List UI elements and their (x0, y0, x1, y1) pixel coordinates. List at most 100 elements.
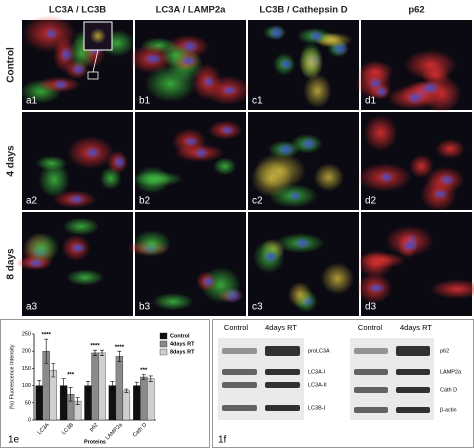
band (222, 369, 257, 375)
error-bar (117, 350, 122, 362)
band (222, 348, 257, 354)
y-tick-label: 0 (28, 417, 31, 423)
legend-swatch (159, 340, 168, 348)
band (396, 407, 430, 413)
cell-signal (313, 163, 344, 192)
panel-label: 1e (8, 435, 20, 446)
error-bar (100, 349, 104, 356)
x-tick-label: Cath D (132, 422, 148, 438)
panel-label: c3 (252, 302, 263, 313)
error-bar (68, 387, 73, 402)
band (354, 369, 388, 375)
nucleus (268, 25, 285, 41)
cell-signal (145, 65, 196, 103)
cell-signal (288, 281, 312, 308)
nucleus (84, 146, 101, 159)
legend-swatch (159, 348, 168, 356)
lane-header: Control (358, 323, 383, 332)
panel-label: 1f (218, 435, 227, 446)
error-bar (134, 381, 139, 390)
nucleus (432, 188, 449, 200)
lane-header: Control (224, 323, 249, 332)
panel-label: a1 (26, 96, 38, 107)
y-axis-label: (%) Fluorescence Intensity (9, 344, 15, 409)
band-label: LC3B-I (308, 405, 326, 411)
significance: *** (67, 372, 75, 378)
cell-signal (357, 60, 394, 84)
nucleus (202, 75, 215, 88)
bar (140, 376, 148, 421)
y-tick-label: 150 (22, 366, 31, 372)
panel-label: a3 (26, 302, 38, 313)
nucleus (44, 27, 58, 40)
cell-signal (409, 154, 434, 178)
band (354, 407, 388, 413)
bar (49, 369, 57, 421)
band (222, 405, 257, 411)
nucleus (367, 282, 386, 294)
cell-signal (66, 269, 104, 286)
panel-label: a2 (26, 196, 38, 207)
band (396, 387, 430, 393)
significance: **** (42, 333, 52, 339)
cell-signal (357, 250, 394, 278)
legend-swatch (159, 332, 168, 340)
cell-signal (363, 114, 398, 152)
band (396, 346, 430, 356)
nucleus (308, 29, 325, 43)
inset-signal (90, 28, 106, 44)
cell-signal (132, 171, 184, 187)
error-bar (61, 378, 66, 393)
nucleus (420, 81, 441, 95)
cell-signal (23, 232, 60, 263)
band (354, 387, 388, 393)
band-label: proLC3A (308, 348, 330, 354)
bar (91, 352, 99, 421)
inset-pointer (92, 49, 99, 73)
cell-signal (161, 43, 190, 67)
band (354, 348, 388, 354)
nucleus (279, 58, 294, 71)
band (265, 346, 300, 356)
row-label: 4 days (6, 145, 17, 177)
band-label: LC3A-II (308, 382, 327, 388)
cell-signal (213, 157, 237, 176)
bar (133, 385, 141, 421)
cell-signal (38, 161, 70, 198)
error-bar (124, 388, 129, 393)
panel-label: d1 (365, 96, 377, 107)
significance: *** (140, 368, 148, 374)
error-bar (141, 373, 146, 381)
nucleus (201, 275, 215, 288)
error-bar (44, 338, 49, 364)
bar (122, 390, 131, 421)
cell-signal (62, 217, 100, 236)
cell-signal (303, 73, 332, 108)
x-tick-label: LAMP2a (105, 422, 125, 442)
cell-signal (435, 138, 465, 159)
band-label: LC3A-I (308, 369, 326, 375)
legend-label: 4days RT (170, 341, 195, 347)
lane-header: 4days RT (265, 323, 297, 332)
nucleus (263, 250, 279, 264)
panel-label: c1 (252, 96, 263, 107)
nucleus (379, 171, 394, 184)
bar (98, 352, 106, 421)
band (396, 369, 430, 375)
x-axis-label: Proteins (84, 439, 106, 445)
panel-label: d2 (365, 196, 377, 207)
y-tick-label: 100 (22, 383, 31, 389)
x-tick-label: p62 (89, 422, 100, 433)
legend-label: Control (170, 333, 190, 339)
cell-signal (298, 46, 324, 80)
nucleus (276, 142, 296, 157)
bar (108, 385, 117, 421)
panel-label: d3 (365, 302, 377, 313)
band (265, 405, 300, 411)
row-label: Control (6, 47, 17, 83)
band-label: p62 (440, 348, 449, 354)
nucleus (288, 190, 302, 202)
band-label: β-actin (440, 407, 457, 413)
nucleus (400, 239, 419, 252)
